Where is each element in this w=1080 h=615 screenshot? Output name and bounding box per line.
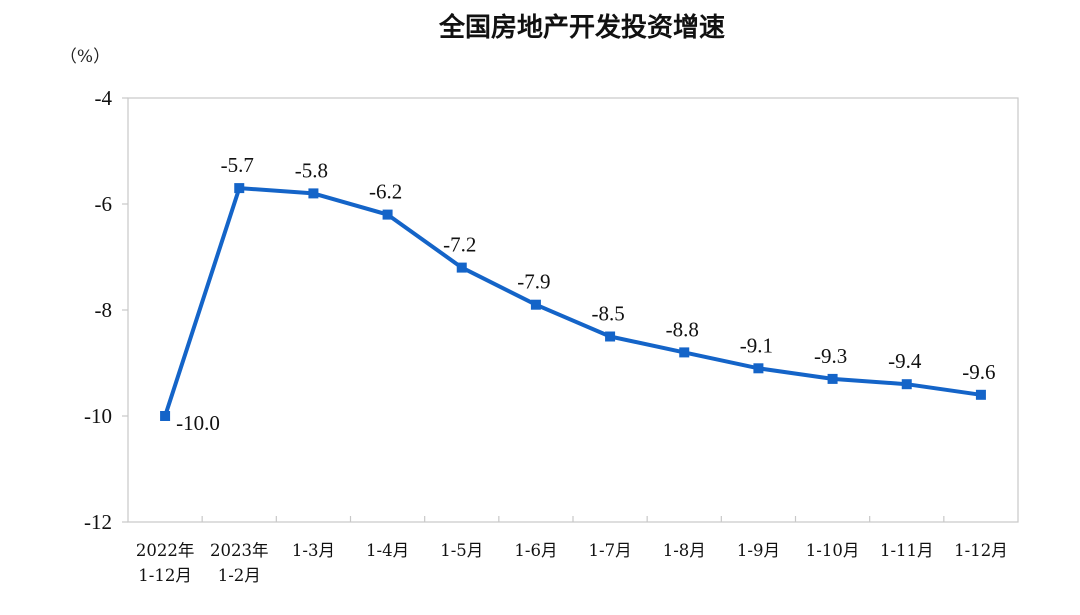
y-axis: -4 -6 -8 -10 -12 [84,86,128,534]
data-label: -7.2 [443,233,476,257]
data-label: -10.0 [176,411,220,435]
data-label: -7.9 [517,270,550,294]
y-tick-label: -4 [95,86,113,110]
x-tick-label: 1-10月 [806,541,860,560]
data-point [901,379,912,390]
x-tick-label: 1-8月 [663,541,706,560]
series-line [163,186,983,418]
data-point [530,299,541,310]
data-label: -6.2 [369,180,402,204]
x-tick-label: 1-5月 [440,541,483,560]
data-point [382,209,393,220]
data-label: -5.7 [221,153,254,177]
x-tick-label: 1-12月 [954,541,1008,560]
data-label: -8.5 [591,302,624,326]
x-tick-label: 1-4月 [366,541,409,560]
data-label: -8.8 [666,317,699,341]
x-tick-label: 1-9月 [737,541,780,560]
data-label: -9.3 [814,344,847,368]
x-tick-label: 1-11月 [880,541,934,560]
x-tick-label: 1-6月 [514,541,557,560]
y-tick-label: -8 [95,298,113,322]
x-axis: 2022年 1-12月 2023年 1-2月 1-3月 1-4月 1-5月 1-6月 1-7月 1… [136,516,1008,585]
data-point [753,363,764,374]
data-point [605,331,616,342]
chart-title: 全国房地产开发投资增速 [438,12,725,43]
data-labels: -10.0 -5.7 -5.8 -6.2 -7.2 -7.9 -8.5 -8.8 -9.1 -9.… [176,153,995,435]
x-tick-label: 1-3月 [292,541,335,560]
y-tick-label: -6 [95,192,113,216]
data-point [456,262,467,273]
data-label: -9.6 [962,360,995,384]
data-point [827,373,838,384]
data-point [679,347,690,358]
data-point [234,183,245,194]
series-markers [160,183,986,421]
data-point [975,389,986,400]
y-tick-label: -12 [84,510,112,534]
data-label: -9.4 [888,349,922,373]
data-point [308,188,319,199]
x-tick-label: 2023年 1-2月 [210,541,269,585]
plot-area-frame [127,97,1019,523]
data-label: -5.8 [295,158,328,182]
y-tick-label: -10 [84,404,112,428]
x-tick-label: 1-7月 [589,541,632,560]
data-point [160,411,171,421]
y-axis-unit: （%） [60,47,110,67]
data-label: -9.1 [740,333,773,357]
x-tick-label: 2022年 1-12月 [136,541,195,585]
